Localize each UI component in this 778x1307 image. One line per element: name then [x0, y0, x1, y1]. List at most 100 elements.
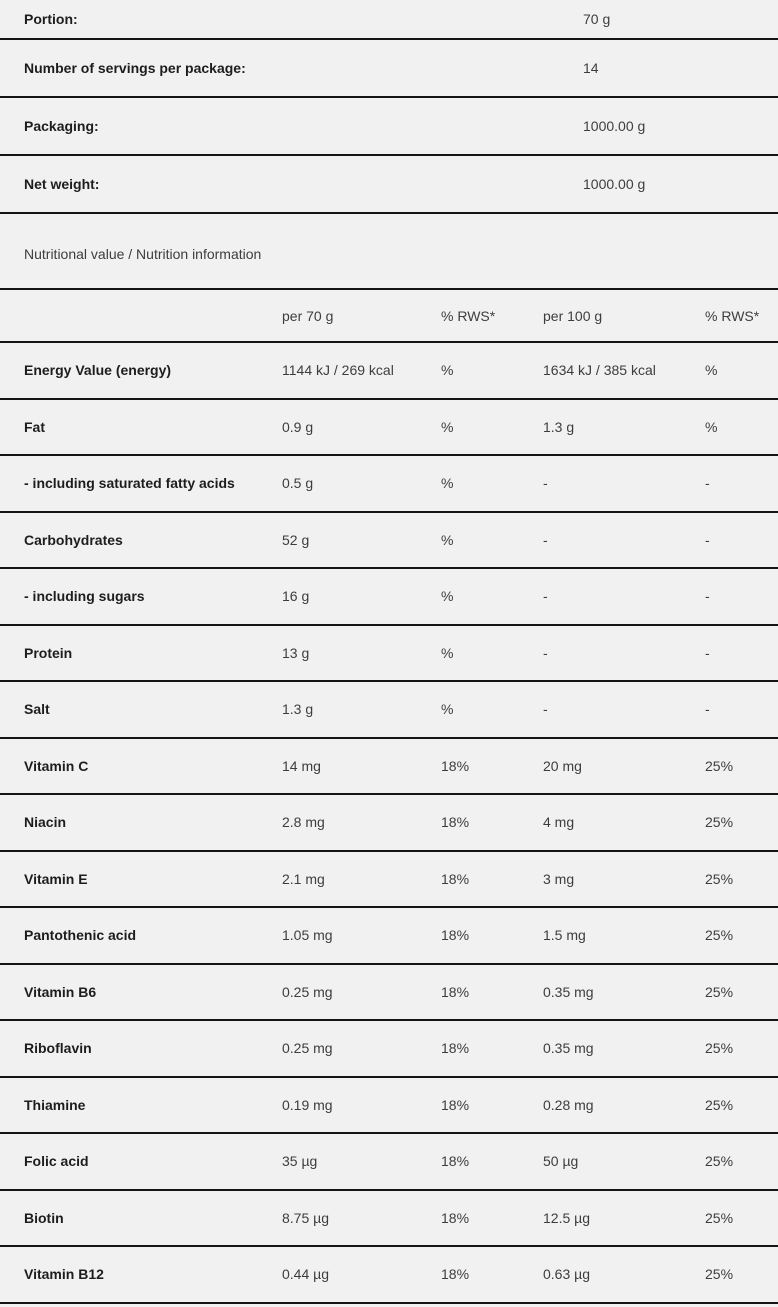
header-rws-100g: % RWS*	[705, 307, 760, 324]
table-row: Folic acid 35 µg 18% 50 µg 25%	[0, 1134, 778, 1191]
value-per-portion: 1.05 mg	[282, 927, 333, 944]
header-rws-portion: % RWS*	[441, 307, 496, 324]
value-per-portion: 0.19 mg	[282, 1096, 333, 1113]
rws-per-100g: %	[705, 418, 718, 435]
value-per-100g: -	[543, 701, 548, 718]
rws-per-portion: 18%	[441, 757, 470, 774]
info-label: Portion:	[24, 11, 78, 27]
value-per-portion: 52 g	[282, 531, 310, 548]
table-row: Protein 13 g % - -	[0, 626, 778, 682]
header-per-portion: per 70 g	[282, 307, 334, 324]
value-per-portion: 8.75 µg	[282, 1209, 329, 1226]
value-per-100g: -	[543, 475, 548, 492]
value-per-100g: 50 µg	[543, 1153, 579, 1170]
product-info-table: Portion: 70 g Number of servings per pac…	[0, 0, 778, 214]
info-value: 1000.00 g	[583, 176, 646, 192]
rws-per-100g: -	[705, 531, 710, 548]
value-per-100g: 0.28 mg	[543, 1096, 594, 1113]
rws-per-100g: 25%	[705, 1096, 734, 1113]
rws-per-100g: 25%	[705, 814, 734, 831]
info-value: 1000.00 g	[583, 118, 646, 134]
nutrient-name: Pantothenic acid	[24, 927, 137, 944]
value-per-portion: 16 g	[282, 588, 310, 605]
table-row: Energy Value (energy) 1144 kJ / 269 kcal…	[0, 343, 778, 400]
info-row-net-weight: Net weight: 1000.00 g	[0, 156, 778, 214]
value-per-100g: 20 mg	[543, 757, 582, 774]
table-row: Fat 0.9 g % 1.3 g %	[0, 400, 778, 456]
table-row: Vitamin B6 0.25 mg 18% 0.35 mg 25%	[0, 965, 778, 1021]
info-label: Packaging:	[24, 118, 99, 134]
nutrient-name: Biotin	[24, 1209, 64, 1226]
value-per-100g: 4 mg	[543, 814, 575, 831]
value-per-100g: 3 mg	[543, 870, 575, 887]
value-per-portion: 0.9 g	[282, 418, 314, 435]
nutrient-name: Niacin	[24, 814, 67, 831]
table-row: Riboflavin 0.25 mg 18% 0.35 mg 25%	[0, 1021, 778, 1078]
nutrient-name: Salt	[24, 701, 50, 718]
table-row: Biotin 8.75 µg 18% 12.5 µg 25%	[0, 1191, 778, 1247]
rws-per-100g: 25%	[705, 927, 734, 944]
rws-per-100g: -	[705, 701, 710, 718]
rws-per-100g: 25%	[705, 1153, 734, 1170]
rws-per-portion: %	[441, 531, 454, 548]
rws-per-portion: %	[441, 418, 454, 435]
table-row: - including sugars 16 g % - -	[0, 569, 778, 626]
rws-per-100g: %	[705, 362, 718, 379]
rws-per-portion: 18%	[441, 1096, 470, 1113]
table-row: Salt 1.3 g % - -	[0, 682, 778, 739]
rws-per-portion: 18%	[441, 870, 470, 887]
nutrient-name: Thiamine	[24, 1096, 86, 1113]
rws-per-100g: 25%	[705, 870, 734, 887]
value-per-100g: -	[543, 531, 548, 548]
rws-per-portion: %	[441, 588, 454, 605]
value-per-portion: 0.25 mg	[282, 1040, 333, 1057]
rws-per-portion: %	[441, 644, 454, 661]
nutrient-name: Vitamin C	[24, 757, 89, 774]
rws-per-100g: 25%	[705, 983, 734, 1000]
table-row: Vitamin E 2.1 mg 18% 3 mg 25%	[0, 852, 778, 908]
value-per-portion: 35 µg	[282, 1153, 318, 1170]
value-per-portion: 1144 kJ / 269 kcal	[282, 362, 394, 379]
nutrition-table-body: Energy Value (energy) 1144 kJ / 269 kcal…	[0, 343, 778, 1304]
nutrient-name: - including sugars	[24, 588, 145, 605]
info-row-servings: Number of servings per package: 14	[0, 40, 778, 98]
table-row: Pantothenic acid 1.05 mg 18% 1.5 mg 25%	[0, 908, 778, 965]
rws-per-portion: %	[441, 475, 454, 492]
rws-per-portion: 18%	[441, 1040, 470, 1057]
info-value: 14	[583, 60, 599, 76]
rws-per-portion: 18%	[441, 814, 470, 831]
nutrition-table: per 70 g % RWS* per 100 g % RWS* Energy …	[0, 290, 778, 1304]
rws-per-portion: 18%	[441, 1209, 470, 1226]
rws-per-100g: 25%	[705, 1209, 734, 1226]
nutrition-table-header-row: per 70 g % RWS* per 100 g % RWS*	[0, 290, 778, 343]
rws-per-100g: 25%	[705, 1040, 734, 1057]
rws-per-100g: -	[705, 588, 710, 605]
value-per-portion: 0.44 µg	[282, 1266, 329, 1283]
table-row: - including saturated fatty acids 0.5 g …	[0, 456, 778, 513]
table-row: Carbohydrates 52 g % - -	[0, 513, 778, 569]
nutrient-name: Riboflavin	[24, 1040, 92, 1057]
value-per-100g: 1.5 mg	[543, 927, 586, 944]
nutrient-name: Carbohydrates	[24, 531, 123, 548]
value-per-100g: 12.5 µg	[543, 1209, 590, 1226]
nutrient-name: Energy Value (energy)	[24, 362, 172, 379]
rws-per-portion: 18%	[441, 983, 470, 1000]
rws-per-portion: 18%	[441, 1153, 470, 1170]
nutrient-name: - including saturated fatty acids	[24, 475, 235, 492]
rws-per-100g: -	[705, 475, 710, 492]
nutrient-name: Vitamin B6	[24, 983, 97, 1000]
value-per-100g: 0.63 µg	[543, 1266, 590, 1283]
header-per-100g: per 100 g	[543, 307, 603, 324]
nutrient-name: Protein	[24, 644, 73, 661]
rws-per-100g: -	[705, 644, 710, 661]
value-per-portion: 0.25 mg	[282, 983, 333, 1000]
table-row: Vitamin C 14 mg 18% 20 mg 25%	[0, 739, 778, 795]
value-per-portion: 1.3 g	[282, 701, 314, 718]
info-row-portion: Portion: 70 g	[0, 0, 778, 40]
nutrient-name: Folic acid	[24, 1153, 89, 1170]
rws-per-portion: 18%	[441, 927, 470, 944]
info-label: Number of servings per package:	[24, 60, 246, 76]
value-per-100g: -	[543, 588, 548, 605]
rws-per-portion: 18%	[441, 1266, 470, 1283]
